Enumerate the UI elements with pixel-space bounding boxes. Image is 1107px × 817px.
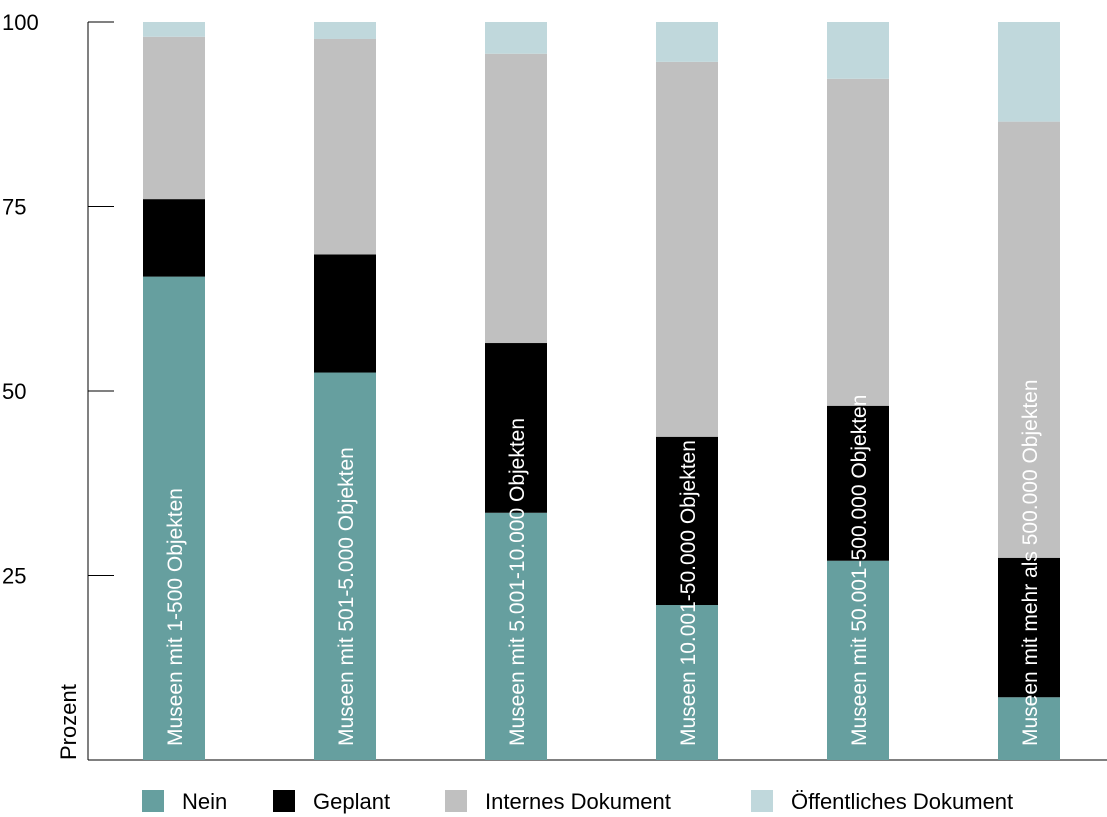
category-label: Museen mit 50.001-500.000 Objekten — [848, 395, 871, 746]
legend: Nein Geplant Internes Dokument Öffentliches… — [142, 789, 1013, 814]
bar-segment — [998, 121, 1060, 558]
bar-segment — [656, 605, 718, 760]
y-tick-label: 100 — [2, 10, 39, 35]
axes: 25 50 75 100 — [2, 10, 1107, 761]
y-tick-label: 50 — [2, 379, 26, 404]
bar-labels: Museen mit 1-500 Objekten Museen mit 501-… — [164, 379, 1042, 746]
bar-segment — [656, 61, 718, 437]
bar-segment — [485, 53, 547, 344]
bar-segment — [143, 276, 205, 760]
legend-swatch — [273, 790, 295, 812]
bar-segment — [485, 512, 547, 760]
y-tick-label: 75 — [2, 195, 26, 220]
legend-label: Internes Dokument — [485, 789, 671, 814]
category-label: Museen mit 5.001-10.000 Objekten — [506, 418, 529, 746]
bar-segment — [485, 22, 547, 54]
category-label: Museen mit 501-5.000 Objekten — [335, 447, 358, 746]
legend-label: Öffentliches Dokument — [791, 789, 1013, 814]
legend-label: Nein — [182, 789, 227, 814]
legend-swatch — [142, 790, 164, 812]
legend-label: Geplant — [313, 789, 390, 814]
bar-segment — [314, 372, 376, 760]
bar-segment — [827, 78, 889, 406]
bar-segment — [656, 22, 718, 62]
bar-segment — [143, 36, 205, 200]
bar-segment — [143, 199, 205, 277]
bar-segment — [656, 436, 718, 606]
bar-segment — [314, 254, 376, 373]
bar-segment — [827, 22, 889, 79]
bar-segment — [143, 22, 205, 37]
legend-swatch — [751, 790, 773, 812]
legend-swatch — [445, 790, 467, 812]
bar-segment — [485, 343, 547, 513]
bars — [143, 22, 1060, 760]
bar-segment — [314, 22, 376, 39]
y-tick-label: 25 — [2, 564, 26, 589]
bar-segment — [998, 22, 1060, 122]
y-axis-title: Prozent — [56, 684, 81, 760]
bar-segment — [998, 557, 1060, 698]
bar-segment — [314, 38, 376, 255]
bar-segment — [827, 405, 889, 561]
bar-segment — [827, 560, 889, 760]
category-label: Museen mit mehr als 500.000 Objekten — [1019, 379, 1042, 746]
category-label: Museen mit 1-500 Objekten — [164, 488, 187, 746]
category-label: Museen 10.001-50.000 Objekten — [677, 440, 700, 746]
bar-segment — [998, 697, 1060, 760]
